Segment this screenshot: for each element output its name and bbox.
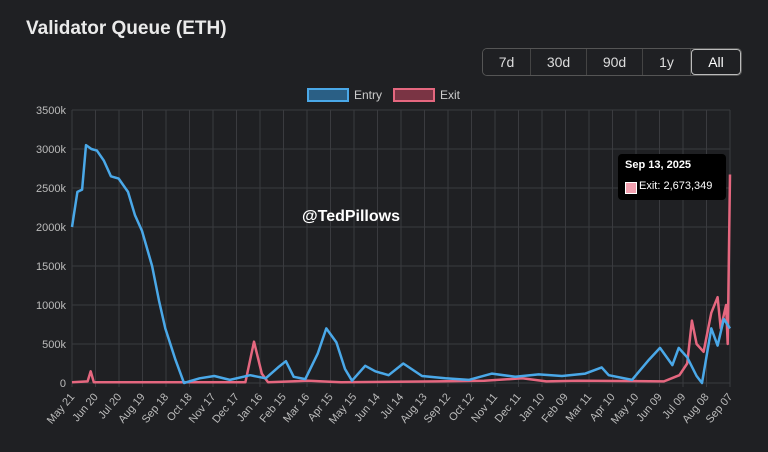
range-30d-button[interactable]: 30d (531, 49, 587, 75)
watermark: @TedPillows (302, 208, 400, 225)
tooltip-date: Sep 13, 2025 (625, 159, 692, 171)
series-line-entry (70, 143, 732, 385)
y-tick-label: 3500k (36, 105, 66, 117)
tooltip-swatch (625, 182, 637, 194)
range-7d-button[interactable]: 7d (483, 49, 531, 75)
x-tick-label: Mar 11 (564, 391, 595, 424)
tooltip: Sep 13, 2025 Exit: 2,673,349 (618, 154, 726, 200)
tooltip-value: Exit: 2,673,349 (639, 180, 713, 192)
y-tick-label: 500k (42, 339, 66, 351)
range-all-button[interactable]: All (691, 49, 741, 75)
legend-entry-label[interactable]: Entry (354, 88, 382, 102)
y-tick-label: 1000k (36, 300, 66, 312)
y-tick-label: 3000k (36, 144, 66, 156)
range-90d-button[interactable]: 90d (587, 49, 643, 75)
y-tick-label: 2000k (36, 222, 66, 234)
legend-exit-swatch[interactable] (393, 88, 435, 102)
range-selector: 7d 30d 90d 1y All (482, 48, 742, 76)
legend-exit-label[interactable]: Exit (440, 88, 461, 102)
y-tick-label: 2500k (36, 183, 66, 195)
page-title: Validator Queue (ETH) (26, 18, 227, 39)
y-tick-label: 1500k (36, 261, 66, 273)
x-tick-label: Mar 16 (281, 391, 312, 425)
x-tick-label: Dec 11 (493, 391, 524, 425)
x-tick-label: Jun 14 (352, 391, 382, 424)
range-1y-button[interactable]: 1y (643, 49, 691, 75)
x-tick-label: Jun 20 (70, 391, 100, 424)
y-tick-label: 0 (60, 378, 66, 390)
legend-entry-swatch[interactable] (307, 88, 349, 102)
series-line-exit (71, 174, 732, 384)
x-tick-label: Jun 09 (634, 391, 664, 424)
x-tick-label: May 21 (45, 391, 77, 426)
